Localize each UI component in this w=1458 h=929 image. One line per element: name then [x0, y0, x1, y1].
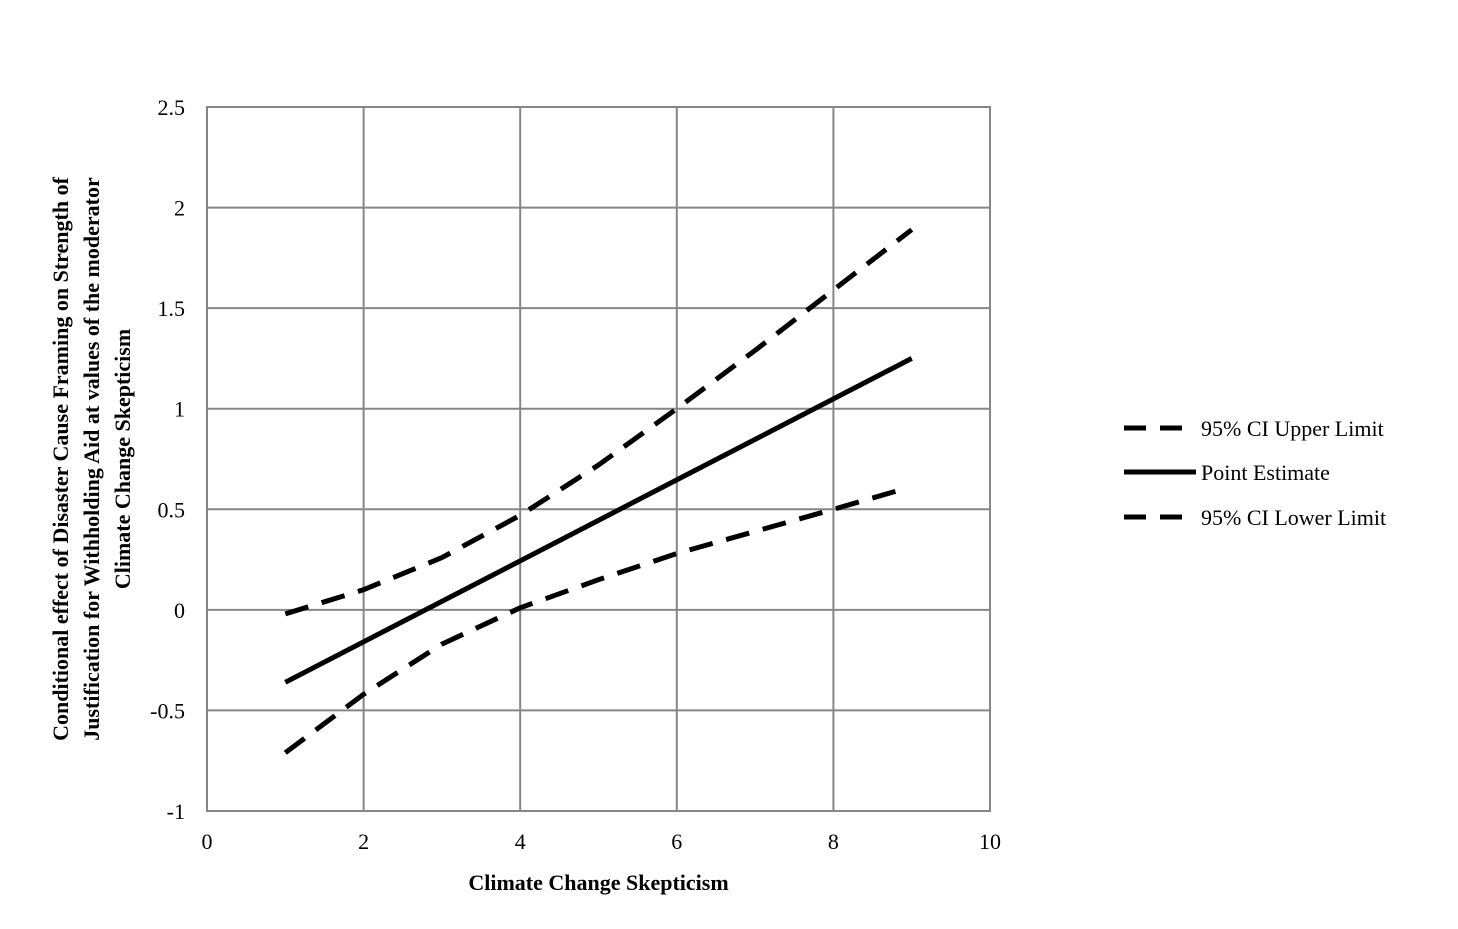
x-axis-title: Climate Change Skepticism — [468, 870, 728, 895]
legend: 95% CI Upper Limit Point Estimate 95% CI… — [1124, 416, 1386, 530]
y-axis-title-line-3: Climate Change Skepticism — [110, 329, 135, 589]
y-tick-label: 0.5 — [158, 497, 186, 522]
legend-label-point-estimate: Point Estimate — [1201, 460, 1330, 485]
legend-label-upper-limit: 95% CI Upper Limit — [1201, 416, 1384, 441]
series-line-1 — [284, 356, 913, 685]
x-tick-label: 0 — [202, 829, 213, 854]
x-tick-label: 8 — [828, 829, 839, 854]
x-axis-tick-labels: 0 2 4 6 8 10 — [202, 829, 1002, 854]
legend-item-lower-limit: 95% CI Lower Limit — [1124, 505, 1386, 530]
y-tick-label: -0.5 — [150, 698, 185, 723]
x-tick-label: 2 — [358, 829, 369, 854]
y-axis-title: Conditional effect of Disaster Cause Fra… — [48, 176, 135, 740]
y-axis-title-line-2: Justification for Withholding Aid at val… — [79, 177, 104, 741]
x-tick-label: 4 — [515, 829, 526, 854]
y-tick-label: 1.5 — [158, 296, 186, 321]
y-axis-tick-labels: -1 -0.5 0 0.5 1 1.5 2 2.5 — [150, 95, 185, 824]
y-tick-label: -1 — [167, 799, 185, 824]
grid — [206, 106, 991, 812]
x-tick-label: 10 — [979, 829, 1001, 854]
legend-item-point-estimate: Point Estimate — [1124, 460, 1330, 485]
y-axis-title-line-1: Conditional effect of Disaster Cause Fra… — [48, 176, 73, 740]
y-tick-label: 1 — [174, 397, 185, 422]
y-tick-label: 2 — [174, 196, 185, 221]
legend-item-upper-limit: 95% CI Upper Limit — [1124, 416, 1384, 441]
series-lines — [283, 227, 914, 755]
y-tick-label: 0 — [174, 598, 185, 623]
series-line-2 — [283, 488, 897, 755]
x-tick-label: 6 — [671, 829, 682, 854]
y-tick-label: 2.5 — [158, 95, 186, 120]
legend-label-lower-limit: 95% CI Lower Limit — [1201, 505, 1386, 530]
series-line-0 — [284, 227, 914, 617]
plot-area-frame — [206, 106, 991, 812]
